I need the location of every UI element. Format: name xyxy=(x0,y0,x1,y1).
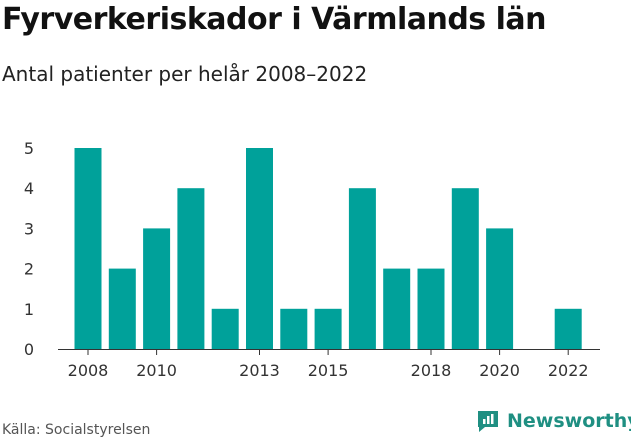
bar-2011 xyxy=(177,188,204,349)
bar-2019 xyxy=(452,188,479,349)
bar-2022 xyxy=(555,309,582,349)
bar-2017 xyxy=(383,269,410,349)
bar-2018 xyxy=(418,269,445,349)
bar-2012 xyxy=(212,309,239,349)
bar-chart: 0 1 2 3 4 5 2008 2010 2013 2015 2018 2020 2022 xyxy=(0,0,631,439)
x-tick-label: 2022 xyxy=(548,361,589,380)
bar-2016 xyxy=(349,188,376,349)
bar-2010 xyxy=(143,228,170,349)
x-tick-label: 2020 xyxy=(479,361,520,380)
bar-2008 xyxy=(75,148,102,349)
bar-2009 xyxy=(109,269,136,349)
y-tick-label: 5 xyxy=(24,139,34,158)
bar-2014 xyxy=(280,309,307,349)
x-tick-label: 2013 xyxy=(239,361,280,380)
x-tick-label: 2018 xyxy=(411,361,452,380)
chart-bubble-icon xyxy=(475,408,501,434)
y-tick-label: 4 xyxy=(24,179,34,198)
y-tick-label: 1 xyxy=(24,300,34,319)
x-tick-label: 2008 xyxy=(68,361,109,380)
x-tick-label: 2010 xyxy=(136,361,177,380)
bar-2015 xyxy=(315,309,342,349)
bar-2020 xyxy=(486,228,513,349)
brand-name: Newsworthy xyxy=(507,410,631,432)
source-note: Källa: Socialstyrelsen xyxy=(2,422,150,438)
bar-2013 xyxy=(246,148,273,349)
x-tick-label: 2015 xyxy=(308,361,349,380)
y-tick-label: 2 xyxy=(24,260,34,279)
y-tick-label: 3 xyxy=(24,219,34,238)
y-tick-label: 0 xyxy=(24,340,34,359)
brand-logo[interactable]: Newsworthy xyxy=(475,408,631,434)
